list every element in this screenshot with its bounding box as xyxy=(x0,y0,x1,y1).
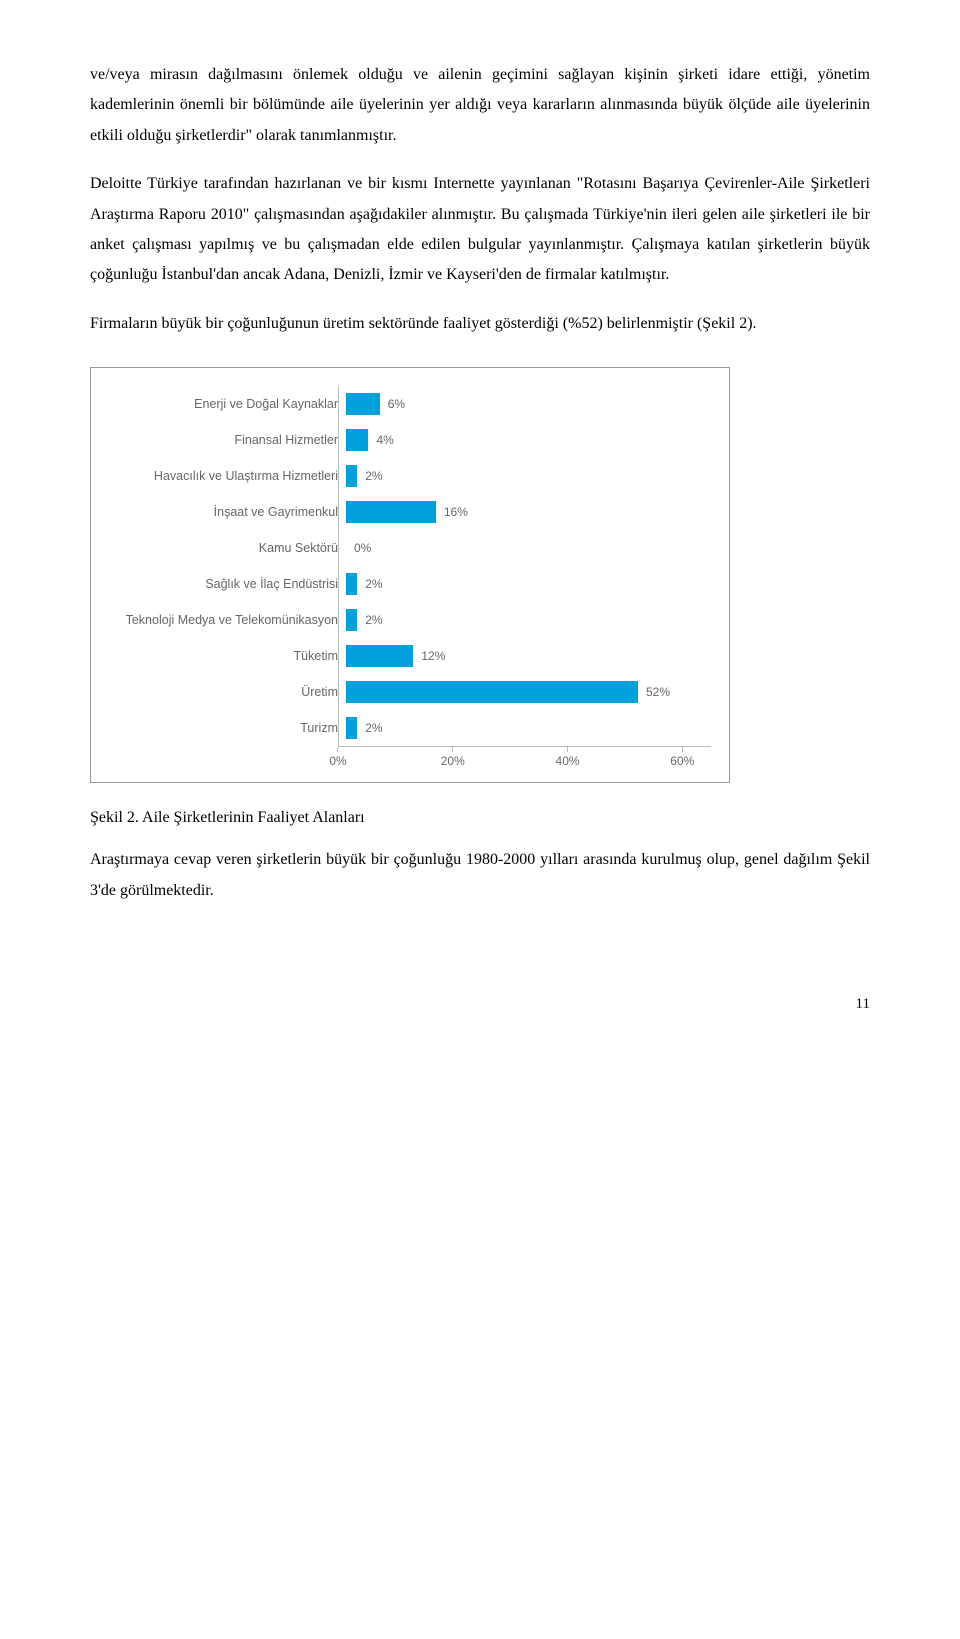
category-label: Kamu Sektörü xyxy=(103,541,346,555)
bar xyxy=(346,393,380,415)
category-label: Havacılık ve Ulaştırma Hizmetleri xyxy=(103,469,346,483)
page-number: 11 xyxy=(90,996,870,1013)
value-label: 12% xyxy=(421,649,445,663)
category-label: Üretim xyxy=(103,685,346,699)
paragraph-2: Deloitte Türkiye tarafından hazırlanan v… xyxy=(90,169,870,291)
chart-row: Enerji ve Doğal Kaynaklar 6% xyxy=(103,386,711,422)
plot-area: 2% xyxy=(346,458,711,494)
value-label: 52% xyxy=(646,685,670,699)
chart-row: Tüketim 12% xyxy=(103,638,711,674)
bar xyxy=(346,429,368,451)
figure-caption: Şekil 2. Aile Şirketlerinin Faaliyet Ala… xyxy=(90,809,870,827)
bar xyxy=(346,717,357,739)
chart-row: Kamu Sektörü 0% xyxy=(103,530,711,566)
plot-area: 0% xyxy=(346,530,711,566)
x-tick: 40% xyxy=(556,747,580,768)
value-label: 2% xyxy=(365,613,382,627)
chart-row: Sağlık ve İlaç Endüstrisi 2% xyxy=(103,566,711,602)
bar xyxy=(346,609,357,631)
value-label: 2% xyxy=(365,469,382,483)
x-tick: 60% xyxy=(670,747,694,768)
sector-chart: Enerji ve Doğal Kaynaklar 6% Finansal Hizm… xyxy=(90,367,730,783)
chart-row: İnşaat ve Gayrimenkul 16% xyxy=(103,494,711,530)
value-label: 6% xyxy=(388,397,405,411)
chart-row: Teknoloji Medya ve Telekomünikasyon 2% xyxy=(103,602,711,638)
bar xyxy=(346,501,436,523)
category-label: Sağlık ve İlaç Endüstrisi xyxy=(103,577,346,591)
category-label: Teknoloji Medya ve Telekomünikasyon xyxy=(103,613,346,627)
category-label: Tüketim xyxy=(103,649,346,663)
chart-row: Turizm 2% xyxy=(103,710,711,746)
chart-rows: Enerji ve Doğal Kaynaklar 6% Finansal Hizm… xyxy=(103,386,711,746)
plot-area: 6% xyxy=(346,386,711,422)
plot-area: 12% xyxy=(346,638,711,674)
x-tick: 0% xyxy=(329,747,346,768)
paragraph-3: Firmaların büyük bir çoğunluğunun üretim… xyxy=(90,309,870,339)
value-label: 2% xyxy=(365,577,382,591)
bar xyxy=(346,573,357,595)
plot-area: 4% xyxy=(346,422,711,458)
category-label: Enerji ve Doğal Kaynaklar xyxy=(103,397,346,411)
paragraph-1: ve/veya mirasın dağılmasını önlemek oldu… xyxy=(90,60,870,151)
value-label: 4% xyxy=(376,433,393,447)
value-label: 16% xyxy=(444,505,468,519)
x-axis: 0% 20% 40% 60% xyxy=(103,746,711,772)
category-label: İnşaat ve Gayrimenkul xyxy=(103,505,346,519)
value-label: 2% xyxy=(365,721,382,735)
plot-area: 2% xyxy=(346,602,711,638)
bar xyxy=(346,681,638,703)
chart-row: Üretim 52% xyxy=(103,674,711,710)
category-label: Turizm xyxy=(103,721,346,735)
plot-area: 2% xyxy=(346,566,711,602)
value-label: 0% xyxy=(354,541,371,555)
plot-area: 16% xyxy=(346,494,711,530)
chart-row: Havacılık ve Ulaştırma Hizmetleri 2% xyxy=(103,458,711,494)
plot-area: 52% xyxy=(346,674,711,710)
plot-area: 2% xyxy=(346,710,711,746)
chart-row: Finansal Hizmetler 4% xyxy=(103,422,711,458)
bar xyxy=(346,645,413,667)
x-tick: 20% xyxy=(441,747,465,768)
category-label: Finansal Hizmetler xyxy=(103,433,346,447)
paragraph-4: Araştırmaya cevap veren şirketlerin büyü… xyxy=(90,845,870,906)
bar xyxy=(346,465,357,487)
